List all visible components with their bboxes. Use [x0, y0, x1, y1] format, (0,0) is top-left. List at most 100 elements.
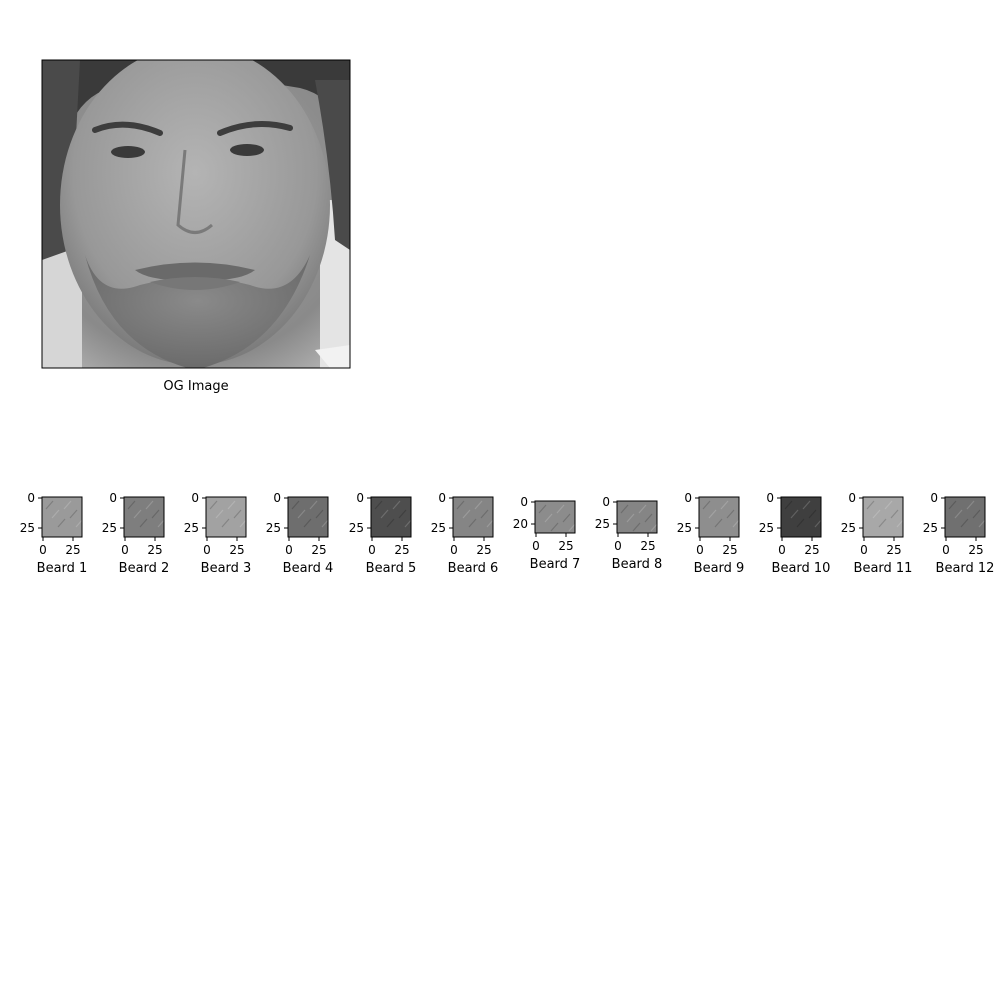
beard-patch-7-texture — [550, 522, 559, 532]
beard-patch-5: 0 25 0 25 Beard 5 — [349, 491, 417, 576]
beard-patch-4-image — [288, 497, 328, 537]
beard-patch-10-caption: Beard 10 — [772, 561, 831, 576]
beard-patch-5-texture — [398, 509, 407, 519]
beard-patch-6-xtick-label: 0 — [450, 543, 458, 557]
beard-patch-8-texture — [632, 522, 641, 532]
beard-patch-2-texture — [139, 518, 148, 528]
beard-patch-10: 0 25 0 25 Beard 10 — [759, 491, 831, 576]
beard-patch-8-caption: Beard 8 — [612, 557, 663, 572]
beard-patch-4-texture — [297, 509, 306, 519]
beard-patch-9-texture — [702, 500, 711, 510]
beard-patch-9-texture — [726, 509, 735, 519]
beard-patch-4-xtick-label: 25 — [311, 543, 326, 557]
beard-patch-8-ytick-label: 0 — [602, 495, 610, 509]
beard-patch-2-image — [124, 497, 164, 537]
beard-patch-12-xtick-label: 0 — [942, 543, 950, 557]
beard-patch-6-texture — [474, 500, 483, 510]
beard-patch-1-texture — [45, 500, 54, 510]
beard-patch-3-texture — [227, 500, 236, 510]
beard-patch-10-ytick-label: 25 — [759, 521, 774, 535]
og-image-panel — [41, 59, 351, 369]
beard-patch-1-xtick-label: 0 — [39, 543, 47, 557]
beard-patch-5-image — [371, 497, 411, 537]
beard-patch-7-texture — [556, 504, 565, 514]
beard-patch-1-frame — [41, 496, 83, 538]
beard-patch-9: 0 25 0 25 Beard 9 — [677, 491, 745, 576]
beard-patch-8-image — [617, 501, 657, 533]
beard-patch-3-texture — [209, 500, 218, 510]
beard-patch-3-ytick-label: 25 — [184, 521, 199, 535]
beard-patch-12-ytick-label: 25 — [923, 521, 938, 535]
beard-patch-2-texture — [127, 500, 136, 510]
beard-patch-2: 0 25 0 25 Beard 2 — [102, 491, 170, 576]
beard-patch-7-frame — [534, 500, 576, 534]
beard-patch-11-xtick-label: 0 — [860, 543, 868, 557]
beard-patch-6-frame — [452, 496, 494, 538]
beard-patch-2-ytick-label: 0 — [109, 491, 117, 505]
beard-patch-12-caption: Beard 12 — [936, 561, 995, 576]
beard-patch-1-texture — [63, 500, 72, 510]
beard-patch-3: 0 25 0 25 Beard 3 — [184, 491, 252, 576]
beard-patch-7-texture — [538, 504, 547, 514]
beard-patch-10-texture — [802, 500, 811, 510]
beard-patch-7-ytick-label: 0 — [520, 495, 528, 509]
beard-patch-6-xtick-label: 25 — [476, 543, 491, 557]
beard-patch-4-texture — [291, 500, 300, 510]
beard-patch-8-texture — [644, 513, 653, 523]
beard-patch-12-texture — [954, 509, 963, 519]
beard-patch-11-caption: Beard 11 — [854, 561, 913, 576]
beard-patch-6-ytick-label: 25 — [431, 521, 446, 535]
beard-patch-7-texture — [562, 513, 571, 523]
beard-patch-11-image — [863, 497, 903, 537]
beard-patch-4-texture — [315, 509, 324, 519]
beard-patch-8-texture — [620, 504, 629, 514]
beard-patch-4-caption: Beard 4 — [283, 561, 334, 576]
beard-patch-5-texture — [392, 500, 401, 510]
beard-patch-5-xtick-label: 0 — [368, 543, 376, 557]
beard-patch-6-ytick-label: 0 — [438, 491, 446, 505]
beard-patch-3-image — [206, 497, 246, 537]
face-photo — [42, 60, 350, 368]
beard-patch-1-image — [42, 497, 82, 537]
beard-patch-5-ytick-label: 25 — [349, 521, 364, 535]
beard-patch-2-ytick-label: 25 — [102, 521, 117, 535]
beard-patch-6-texture — [456, 500, 465, 510]
beard-patch-6-texture — [462, 509, 471, 519]
beard-patch-12-xtick-label: 25 — [968, 543, 983, 557]
beard-patch-7-ytick-label: 20 — [513, 517, 528, 531]
beard-patch-6-texture — [468, 518, 477, 528]
beard-patch-8-texture — [626, 513, 635, 523]
beard-patch-12-texture — [960, 518, 969, 528]
beard-patch-3-caption: Beard 3 — [201, 561, 252, 576]
beard-patch-6-caption: Beard 6 — [448, 561, 499, 576]
beard-patch-3-texture — [233, 509, 242, 519]
beard-patch-10-xtick-label: 0 — [778, 543, 786, 557]
beard-patch-1-ytick-label: 0 — [27, 491, 35, 505]
beard-patch-4-frame — [287, 496, 329, 538]
beard-patch-9-ytick-label: 0 — [684, 491, 692, 505]
beard-patch-7-texture — [544, 513, 553, 523]
beard-patch-4-xtick-label: 0 — [285, 543, 293, 557]
beard-patch-5-texture — [386, 518, 395, 528]
beard-patch-9-ytick-label: 25 — [677, 521, 692, 535]
beard-patch-12-ytick-label: 0 — [930, 491, 938, 505]
beard-patch-8-frame — [616, 500, 658, 534]
beard-patch-3-texture — [215, 509, 224, 519]
beard-patch-10-texture — [796, 518, 805, 528]
beard-patch-9-texture — [714, 518, 723, 528]
beard-patch-3-xtick-label: 0 — [203, 543, 211, 557]
beard-patch-4-ytick-label: 25 — [266, 521, 281, 535]
beard-patch-10-xtick-label: 25 — [804, 543, 819, 557]
beard-patch-9-texture — [708, 509, 717, 519]
beard-patch-1-ytick-label: 25 — [20, 521, 35, 535]
beard-patch-6-image — [453, 497, 493, 537]
beard-patch-3-xtick-label: 25 — [229, 543, 244, 557]
beard-patch-12-frame — [944, 496, 986, 538]
beard-patch-2-texture — [133, 509, 142, 519]
beard-patch-11-texture — [878, 518, 887, 528]
beard-patch-7-xtick-label: 25 — [558, 539, 573, 553]
beard-patch-11-ytick-label: 25 — [841, 521, 856, 535]
beard-patch-12-image — [945, 497, 985, 537]
beard-patch-1-texture — [69, 509, 78, 519]
